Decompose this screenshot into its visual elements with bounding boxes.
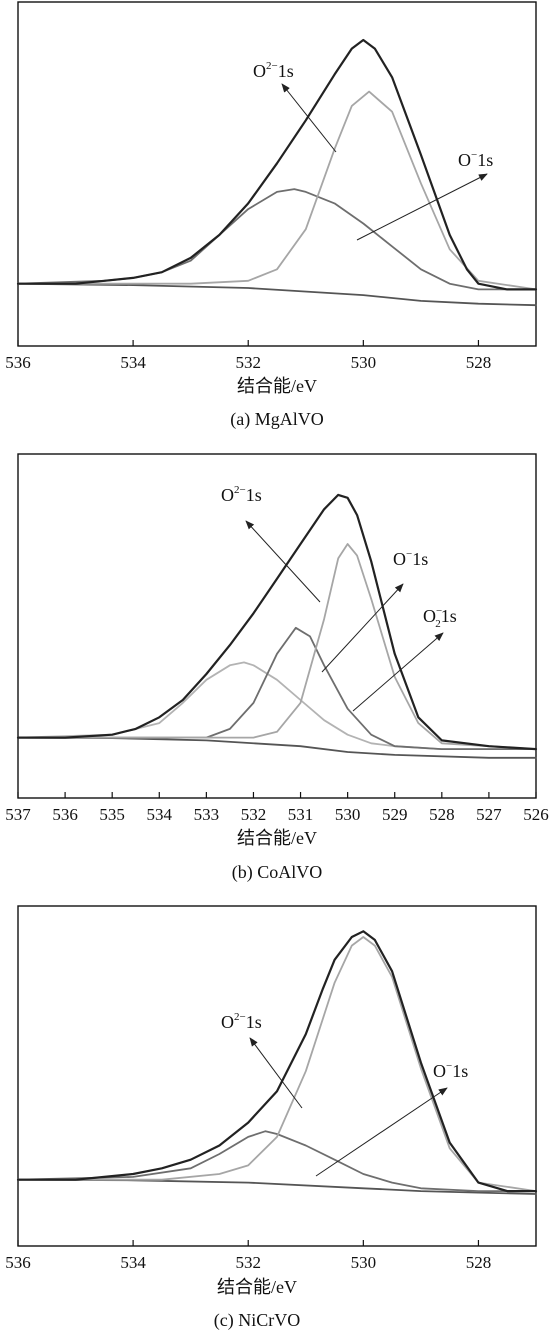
plot-frame-c	[17, 905, 537, 1247]
x-axis-ticks-a: 536 534 532 530 528	[5, 340, 491, 372]
annotation-o2-1s-b: O2−1s	[221, 484, 321, 603]
x-tick-label: 534	[120, 1253, 146, 1272]
annotation-arrow-o2-a	[281, 83, 337, 153]
annotation-arrow-o2-b	[245, 520, 321, 603]
x-tick-label: 536	[52, 805, 78, 824]
annotation-arrow-o2-c	[249, 1037, 303, 1109]
x-tick-label: 532	[241, 805, 267, 824]
annotation-o2minus-1s-b: O− 21s	[352, 605, 457, 712]
envelope-curve-b-4	[16, 493, 538, 751]
annotation-o-1s-a: O−1s	[356, 149, 493, 241]
annotation-arrow-o2minus-b	[352, 632, 444, 712]
x-tick-label: 527	[476, 805, 502, 824]
x-axis-label-a: 结合能/eV	[237, 376, 317, 396]
x-tick-label: 530	[351, 353, 377, 372]
peak-curve-b-1	[17, 661, 537, 750]
annotation-o-1s-b: O−1s	[321, 548, 428, 673]
series-layer-c	[16, 930, 538, 1195]
background-curve-a-0	[17, 282, 537, 307]
peak-curve-a-1	[17, 188, 537, 291]
background-curve-c-0	[17, 1178, 537, 1195]
x-tick-label: 537	[5, 805, 31, 824]
annotation-arrow-o1-c	[315, 1087, 448, 1177]
x-tick-label: 530	[351, 1253, 377, 1272]
peak-curve-c-1	[17, 1130, 537, 1192]
envelope-curve-a-3	[16, 38, 538, 291]
x-tick-label: 532	[235, 353, 261, 372]
x-tick-label: 535	[99, 805, 125, 824]
annotation-label-o2-c: O2−1s	[221, 1011, 262, 1032]
peak-curve-b-3	[17, 543, 537, 750]
x-tick-label: 536	[5, 1253, 31, 1272]
panel-a: 536 534 532 530 528 结合能/eV (a) MgAlVO O2−1s …	[5, 1, 538, 430]
plot-frame-b	[17, 453, 537, 799]
x-tick-label: 528	[466, 1253, 492, 1272]
series-layer-a	[16, 38, 538, 307]
panel-b: 537 536 535 534 533 532 531 530 529 528 527 526 结合能…	[5, 453, 549, 883]
panel-caption-a: (a) MgAlVO	[230, 409, 323, 430]
x-axis-label-b: 结合能/eV	[237, 828, 317, 848]
plot-frame-a	[17, 1, 537, 347]
x-tick-label: 528	[466, 353, 492, 372]
panel-c: 536 534 532 530 528 结合能/eV (c) NiCrVO O2−1s …	[5, 905, 538, 1331]
annotation-label-o2-b: O2−1s	[221, 484, 262, 505]
x-tick-label: 533	[194, 805, 220, 824]
x-axis-ticks-c: 536 534 532 530 528	[5, 1240, 491, 1272]
x-tick-label: 526	[523, 805, 549, 824]
panel-caption-b: (b) CoAlVO	[232, 862, 323, 883]
peak-curve-b-2	[17, 626, 537, 750]
x-tick-label: 530	[335, 805, 361, 824]
annotation-label-o1-b: O−1s	[393, 548, 428, 569]
x-axis-ticks-b: 537 536 535 534 533 532 531 530 529 528 527 526	[5, 792, 549, 824]
envelope-curve-c-3	[16, 930, 538, 1193]
annotation-label-o2-a: O2−1s	[253, 60, 294, 81]
annotation-label-o1-c: O−1s	[433, 1060, 468, 1081]
x-tick-label: 529	[382, 805, 408, 824]
series-layer-b	[16, 493, 538, 759]
x-tick-label: 531	[288, 805, 314, 824]
panel-caption-c: (c) NiCrVO	[214, 1310, 300, 1331]
x-tick-label: 532	[235, 1253, 261, 1272]
annotation-o-1s-c: O−1s	[315, 1060, 468, 1177]
x-tick-label: 528	[429, 805, 455, 824]
x-tick-label: 534	[147, 805, 173, 824]
annotation-label-o1-a: O−1s	[458, 149, 493, 170]
peak-curve-c-2	[17, 936, 537, 1192]
x-tick-label: 536	[5, 353, 31, 372]
annotation-arrow-o1-a	[356, 173, 488, 241]
annotation-arrow-o1-b	[321, 583, 404, 673]
x-tick-label: 534	[120, 353, 146, 372]
x-axis-label-c: 结合能/eV	[217, 1277, 297, 1297]
peak-curve-a-2	[17, 90, 537, 291]
annotation-o2-1s-a: O2−1s	[253, 60, 337, 153]
annotation-o2-1s-c: O2−1s	[221, 1011, 303, 1109]
background-curve-b-0	[17, 736, 537, 759]
annotation-label-o2minus-b: O− 21s	[423, 605, 457, 630]
